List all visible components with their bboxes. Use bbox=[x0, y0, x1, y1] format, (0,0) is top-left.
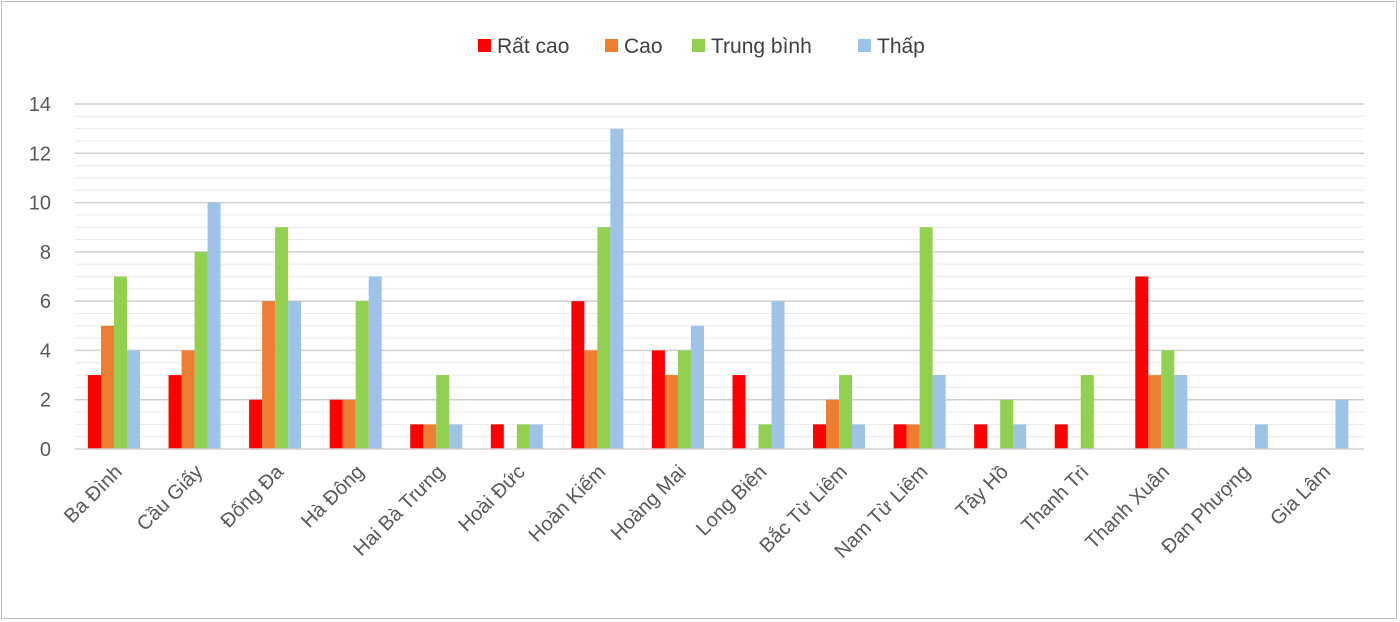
legend-swatch bbox=[858, 39, 871, 52]
bar-trung-binh-hoang-mai bbox=[677, 350, 691, 449]
bar-rat-cao-bac-tu-liem bbox=[813, 424, 827, 449]
bar-rat-cao-cau-giay bbox=[168, 375, 182, 449]
legend-item-trung-binh: Trung bình bbox=[692, 35, 812, 58]
bar-cao-bac-tu-liem bbox=[826, 399, 840, 449]
bar-trung-binh-ba-dinh bbox=[114, 276, 127, 449]
x-tick-label-dong-da: Đống Đa bbox=[217, 460, 289, 532]
bar-rat-cao-thanh-tri bbox=[1054, 424, 1068, 449]
bar-trung-binh-long-bien bbox=[758, 424, 772, 449]
bar-thap-dan-phuong bbox=[1254, 424, 1268, 449]
bar-trung-binh-cau-giay bbox=[194, 251, 208, 449]
legend-item-thap: Thấp bbox=[858, 35, 925, 58]
x-tick-label-hoai-duc: Hoài Đức bbox=[454, 461, 529, 536]
bar-cao-hoan-kiem bbox=[584, 350, 598, 449]
bar-trung-binh-nam-tu-liem bbox=[919, 227, 933, 449]
legend-label: Thấp bbox=[877, 35, 925, 58]
bar-thap-long-bien bbox=[771, 301, 785, 449]
bar-thap-ha-dong bbox=[368, 276, 382, 449]
legend-item-cao: Cao bbox=[605, 35, 663, 58]
bar-trung-binh-thanh-xuan bbox=[1161, 350, 1175, 449]
bar-trung-binh-thanh-tri bbox=[1080, 375, 1094, 449]
x-tick-label-ha-dong: Hà Đông bbox=[297, 461, 368, 532]
y-tick-label: 10 bbox=[29, 193, 51, 215]
legend: Rất cao Cao Trung bình Thấp bbox=[478, 35, 925, 58]
legend-label: Trung bình bbox=[711, 35, 812, 58]
bar-trung-binh-ha-dong bbox=[355, 301, 369, 449]
bar-cao-nam-tu-liem bbox=[906, 424, 920, 449]
bar-cao-cau-giay bbox=[181, 350, 195, 449]
bar-cao-dong-da bbox=[262, 301, 276, 449]
legend-swatch bbox=[692, 39, 705, 52]
x-tick-label-gia-lam: Gia Lâm bbox=[1266, 461, 1335, 530]
bar-rat-cao-tay-ho bbox=[974, 424, 988, 449]
y-tick-label: 0 bbox=[40, 439, 51, 461]
bar-thap-gia-lam bbox=[1335, 399, 1349, 449]
x-tick-label-long-bien: Long Biên bbox=[692, 461, 771, 540]
bar-rat-cao-hoai-duc bbox=[490, 424, 504, 449]
bar-trung-binh-tay-ho bbox=[1000, 399, 1014, 449]
bar-thap-thanh-xuan bbox=[1174, 375, 1188, 449]
bar-rat-cao-thanh-xuan bbox=[1135, 276, 1149, 449]
bar-thap-bac-tu-liem bbox=[852, 424, 866, 449]
y-tick-label: 4 bbox=[40, 340, 51, 362]
bar-thap-hoan-kiem bbox=[610, 128, 624, 449]
bar-rat-cao-hoan-kiem bbox=[571, 301, 585, 449]
bar-thap-ba-dinh bbox=[127, 350, 140, 449]
x-tick-label-cau-giay: Cầu Giấy bbox=[133, 461, 208, 536]
bar-thap-cau-giay bbox=[207, 202, 221, 449]
x-tick-label-thanh-tri: Thanh Trì bbox=[1017, 461, 1093, 537]
bar-thap-hoang-mai bbox=[690, 325, 704, 449]
bar-thap-hoai-duc bbox=[529, 424, 543, 449]
bar-rat-cao-nam-tu-liem bbox=[893, 424, 907, 449]
y-tick-label: 12 bbox=[29, 143, 51, 165]
bar-rat-cao-ha-dong bbox=[329, 399, 343, 449]
bar-rat-cao-ba-dinh bbox=[88, 375, 101, 449]
y-tick-label: 2 bbox=[40, 390, 51, 412]
y-tick-label: 6 bbox=[40, 291, 51, 313]
y-tick-label: 14 bbox=[29, 94, 51, 116]
x-tick-label-ba-dinh: Ba Đình bbox=[60, 461, 127, 528]
bar-thap-tay-ho bbox=[1013, 424, 1027, 449]
bar-trung-binh-hoai-duc bbox=[516, 424, 530, 449]
bar-thap-hai-ba-trung bbox=[449, 424, 463, 449]
bar-trung-binh-hai-ba-trung bbox=[436, 375, 450, 449]
y-tick-label: 8 bbox=[40, 242, 51, 264]
bar-rat-cao-long-bien bbox=[732, 375, 746, 449]
legend-label: Cao bbox=[624, 35, 663, 58]
x-tick-label-hoang-mai: Hoàng Mai bbox=[607, 461, 691, 545]
bar-thap-dong-da bbox=[288, 301, 302, 449]
x-tick-label-hoan-kiem: Hoàn Kiếm bbox=[525, 461, 611, 547]
bar-trung-binh-hoan-kiem bbox=[597, 227, 611, 449]
bar-cao-hai-ba-trung bbox=[423, 424, 437, 449]
y-axis: 0 2 4 6 8 10 12 14 bbox=[29, 94, 51, 461]
bars bbox=[88, 128, 1349, 449]
bar-rat-cao-hai-ba-trung bbox=[410, 424, 424, 449]
bar-thap-nam-tu-liem bbox=[932, 375, 946, 449]
legend-swatch bbox=[605, 39, 618, 52]
bar-trung-binh-bac-tu-liem bbox=[839, 375, 853, 449]
legend-swatch bbox=[478, 39, 491, 52]
bar-cao-hoang-mai bbox=[664, 375, 678, 449]
bar-cao-ha-dong bbox=[342, 399, 356, 449]
bar-cao-thanh-xuan bbox=[1148, 375, 1162, 449]
x-tick-label-tay-ho: Tây Hồ bbox=[952, 461, 1013, 522]
legend-label: Rất cao bbox=[497, 35, 569, 58]
bar-trung-binh-dong-da bbox=[275, 227, 289, 449]
bar-rat-cao-hoang-mai bbox=[651, 350, 665, 449]
bar-cao-ba-dinh bbox=[101, 325, 114, 449]
legend-item-rat-cao: Rất cao bbox=[478, 35, 569, 58]
bar-rat-cao-dong-da bbox=[249, 399, 263, 449]
